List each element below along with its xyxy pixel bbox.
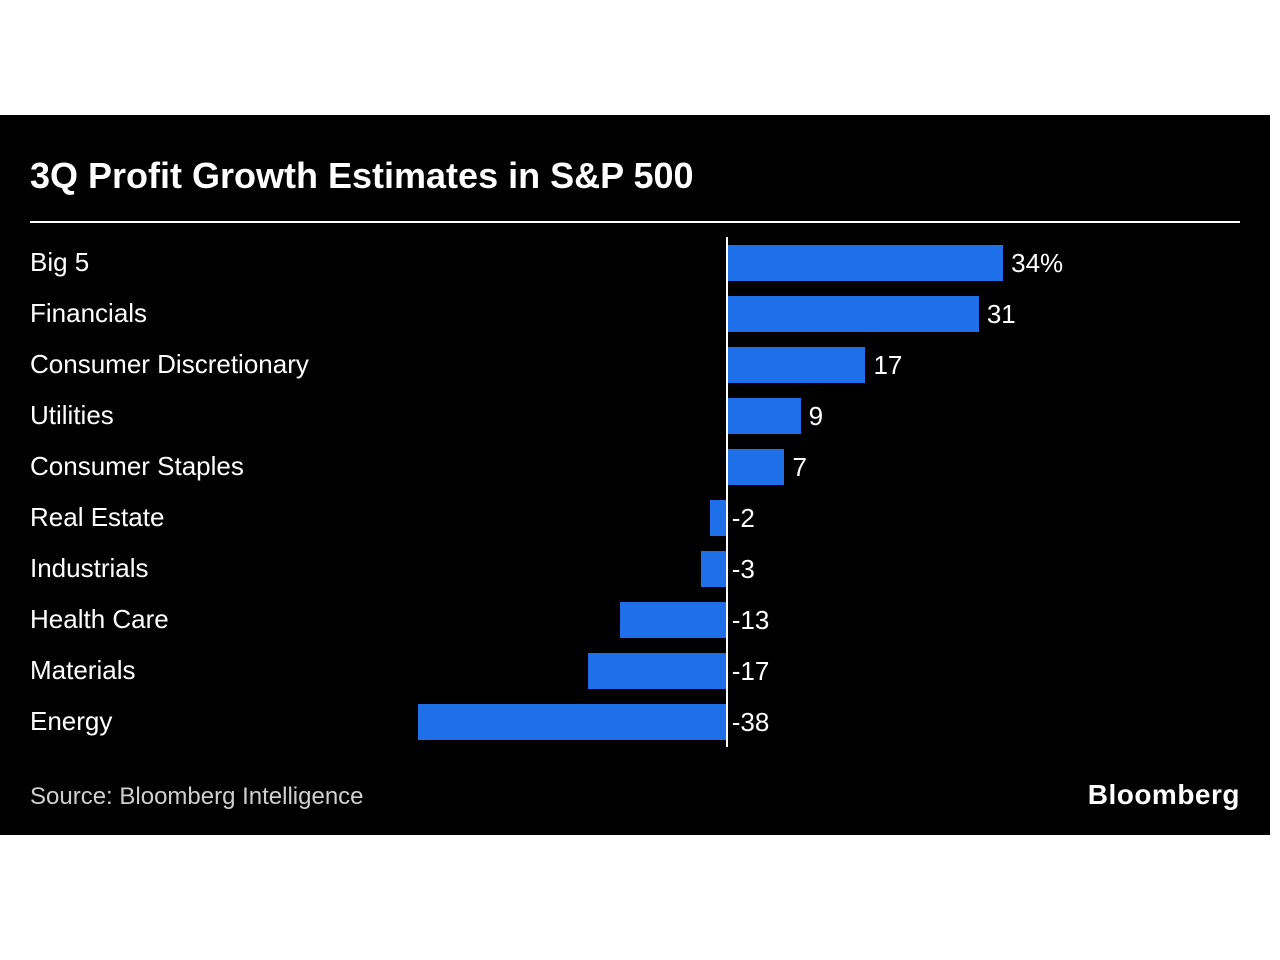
chart-panel: 3Q Profit Growth Estimates in S&P 500 Bi… bbox=[0, 115, 1270, 835]
chart-row: Materials bbox=[30, 645, 1240, 696]
category-label: Big 5 bbox=[30, 247, 89, 278]
category-label: Energy bbox=[30, 706, 112, 737]
chart-row: Financials bbox=[30, 288, 1240, 339]
brand-logo: Bloomberg bbox=[1088, 779, 1240, 811]
category-labels: Big 5 Financials Consumer Discretionary Uti… bbox=[30, 237, 1240, 747]
category-label: Financials bbox=[30, 298, 147, 329]
category-label: Consumer Discretionary bbox=[30, 349, 309, 380]
category-label: Real Estate bbox=[30, 502, 164, 533]
chart-row: Health Care bbox=[30, 594, 1240, 645]
chart-row: Consumer Discretionary bbox=[30, 339, 1240, 390]
chart-row: Consumer Staples bbox=[30, 441, 1240, 492]
chart-row: Big 5 bbox=[30, 237, 1240, 288]
chart-row: Industrials bbox=[30, 543, 1240, 594]
category-label: Utilities bbox=[30, 400, 114, 431]
chart-row: Utilities bbox=[30, 390, 1240, 441]
chart-footer: Source: Bloomberg Intelligence Bloomberg bbox=[30, 779, 1240, 811]
chart-title: 3Q Profit Growth Estimates in S&P 500 bbox=[30, 155, 1240, 197]
chart-rule bbox=[30, 221, 1240, 223]
chart-row: Energy bbox=[30, 696, 1240, 747]
category-label: Materials bbox=[30, 655, 135, 686]
chart-area: Big 5 Financials Consumer Discretionary Uti… bbox=[30, 237, 1240, 747]
page: 3Q Profit Growth Estimates in S&P 500 Bi… bbox=[0, 0, 1280, 960]
chart-row: Real Estate bbox=[30, 492, 1240, 543]
category-label: Industrials bbox=[30, 553, 149, 584]
source-text: Source: Bloomberg Intelligence bbox=[30, 783, 364, 811]
category-label: Health Care bbox=[30, 604, 169, 635]
category-label: Consumer Staples bbox=[30, 451, 244, 482]
